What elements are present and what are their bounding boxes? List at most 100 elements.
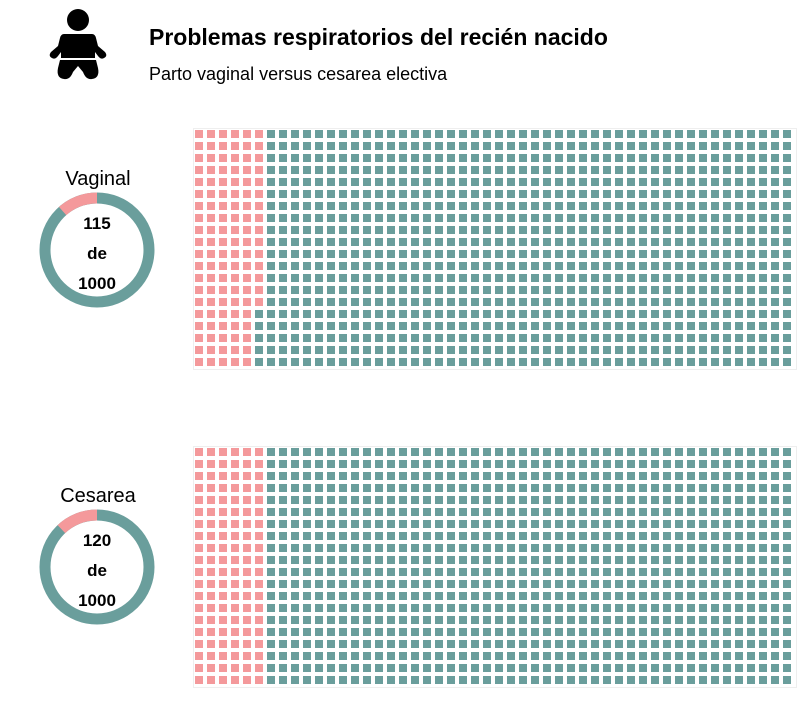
waffle-cell [363,628,371,636]
waffle-cell [411,568,419,576]
waffle-cell [315,640,323,648]
waffle-cell [303,226,311,234]
waffle-cell [387,250,395,258]
waffle-cell [231,190,239,198]
waffle-cell [711,298,719,306]
waffle-cell [543,532,551,540]
waffle-cell [531,262,539,270]
waffle-cell [663,496,671,504]
waffle-cell [783,250,791,258]
waffle-cell [603,616,611,624]
waffle-cell [759,334,767,342]
waffle-cell [675,640,683,648]
waffle-cell [219,334,227,342]
waffle-cell [519,130,527,138]
waffle-cell [387,274,395,282]
waffle-cell [579,178,587,186]
waffle-cell [663,508,671,516]
waffle-cell [747,226,755,234]
waffle-cell [687,322,695,330]
waffle-cell [387,142,395,150]
waffle-cell [327,202,335,210]
waffle-cell [651,652,659,660]
waffle-cell [735,616,743,624]
waffle-cell [423,496,431,504]
waffle-cell [363,142,371,150]
waffle-cell [519,580,527,588]
waffle-cell [363,568,371,576]
waffle-cell [351,250,359,258]
waffle-cell [243,520,251,528]
waffle-cell [543,520,551,528]
waffle-cell [435,358,443,366]
waffle-cell [375,166,383,174]
waffle-cell [771,592,779,600]
waffle-cell [687,460,695,468]
waffle-cell [339,592,347,600]
waffle-cell [303,154,311,162]
waffle-cell [771,448,779,456]
waffle-cell [507,568,515,576]
waffle-cell [603,130,611,138]
waffle-cell [531,496,539,504]
waffle-cell [747,508,755,516]
group-label-vaginal: Vaginal [65,168,131,190]
waffle-cell [615,322,623,330]
waffle-cell [747,250,755,258]
waffle-cell [327,664,335,672]
waffle-cell [447,676,455,684]
waffle-cell [459,130,467,138]
waffle-cell [711,556,719,564]
waffle-cell [747,334,755,342]
waffle-cell [267,652,275,660]
waffle-cell [651,472,659,480]
waffle-cell [435,322,443,330]
waffle-cell [339,628,347,636]
waffle-cell [687,262,695,270]
waffle-cell [543,556,551,564]
waffle-cell [675,580,683,588]
waffle-cell [591,274,599,282]
waffle-cell [531,130,539,138]
waffle-cell [579,580,587,588]
waffle-cell [555,274,563,282]
waffle-cell [231,556,239,564]
waffle-cell [291,460,299,468]
waffle-cell [255,322,263,330]
waffle-cell [615,250,623,258]
waffle-cell [459,202,467,210]
waffle-cell [591,250,599,258]
waffle-cell [243,178,251,186]
waffle-cell [447,142,455,150]
waffle-cell [327,346,335,354]
waffle-cell [555,568,563,576]
waffle-cell [507,346,515,354]
waffle-cell [447,532,455,540]
waffle-cell [435,130,443,138]
waffle-cell [639,238,647,246]
waffle-cell [759,664,767,672]
waffle-cell [363,262,371,270]
waffle-cell [231,592,239,600]
waffle-cell [627,640,635,648]
waffle-cell [387,310,395,318]
waffle-cell [243,544,251,552]
waffle-cell [483,262,491,270]
waffle-cell [699,556,707,564]
waffle-cell [459,286,467,294]
waffle-cell [651,130,659,138]
waffle-cell [495,664,503,672]
waffle-cell [615,628,623,636]
waffle-cell [579,520,587,528]
waffle-cell [699,202,707,210]
waffle-cell [747,592,755,600]
waffle-cell [243,262,251,270]
waffle-cell [483,214,491,222]
waffle-cell [471,166,479,174]
waffle-cell [639,214,647,222]
waffle-cell [519,604,527,612]
waffle-cell [267,508,275,516]
waffle-cell [435,346,443,354]
waffle-cell [327,142,335,150]
waffle-cell [639,568,647,576]
